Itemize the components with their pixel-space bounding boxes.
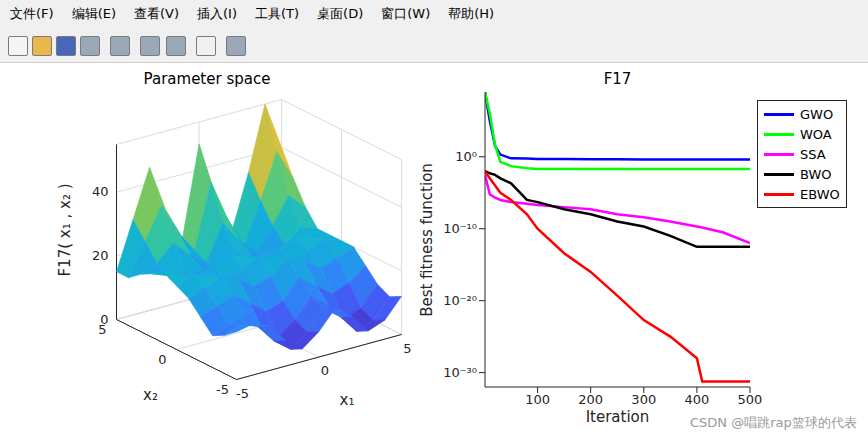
html-text:BWO: BWO bbox=[800, 166, 832, 182]
svg-text:10⁻³⁰: 10⁻³⁰ bbox=[443, 365, 477, 380]
html-text:Best fitness function: Best fitness function bbox=[418, 163, 436, 317]
svg-text:20: 20 bbox=[92, 248, 109, 263]
svg-text:100: 100 bbox=[525, 392, 550, 407]
svg-text:0: 0 bbox=[100, 311, 109, 327]
html-text:WOA: WOA bbox=[800, 126, 832, 142]
svg-text:Parameter space: Parameter space bbox=[144, 70, 271, 88]
svg-text:10⁰: 10⁰ bbox=[455, 149, 477, 164]
svg-text:500: 500 bbox=[738, 392, 763, 407]
html-text:SSA: SSA bbox=[800, 146, 826, 162]
svg-text:400: 400 bbox=[684, 392, 709, 407]
html-text:编辑(E): 编辑(E) bbox=[71, 6, 116, 21]
svg-text:5: 5 bbox=[403, 341, 411, 356]
svg-text:0: 0 bbox=[321, 363, 329, 378]
svg-text:10⁻¹⁰: 10⁻¹⁰ bbox=[443, 221, 477, 236]
svg-text:F17( x₁ , x₂ ): F17( x₁ , x₂ ) bbox=[56, 183, 74, 276]
svg-text:300: 300 bbox=[631, 392, 656, 407]
svg-text:40: 40 bbox=[92, 184, 109, 199]
html-text:桌面(D): 桌面(D) bbox=[317, 6, 364, 21]
svg-text:5: 5 bbox=[98, 322, 106, 337]
html-text:插入(I): 插入(I) bbox=[197, 6, 237, 21]
html-text:EBWO: EBWO bbox=[800, 186, 840, 202]
html-text:CSDN @唱跳rap篮球的代表: CSDN @唱跳rap篮球的代表 bbox=[690, 415, 857, 430]
html-text:GWO: GWO bbox=[800, 106, 834, 122]
html-text:窗口(W): 窗口(W) bbox=[381, 6, 431, 21]
html-text:工具(T): 工具(T) bbox=[255, 6, 300, 21]
html-text:帮助(H): 帮助(H) bbox=[448, 6, 495, 21]
svg-text:-5: -5 bbox=[236, 386, 249, 401]
html-text:Iteration: Iteration bbox=[585, 408, 650, 426]
svg-text:200: 200 bbox=[578, 392, 603, 407]
svg-text:10⁻²⁰: 10⁻²⁰ bbox=[443, 293, 477, 308]
svg-text:x₁: x₁ bbox=[340, 391, 355, 409]
svg-text:0: 0 bbox=[158, 352, 166, 367]
html-text:文件(F): 文件(F) bbox=[10, 6, 54, 21]
svg-text:-5: -5 bbox=[216, 382, 229, 397]
svg-text:x₂: x₂ bbox=[143, 386, 158, 404]
html-text:查看(V): 查看(V) bbox=[134, 6, 179, 21]
html-text:F17: F17 bbox=[603, 70, 632, 88]
